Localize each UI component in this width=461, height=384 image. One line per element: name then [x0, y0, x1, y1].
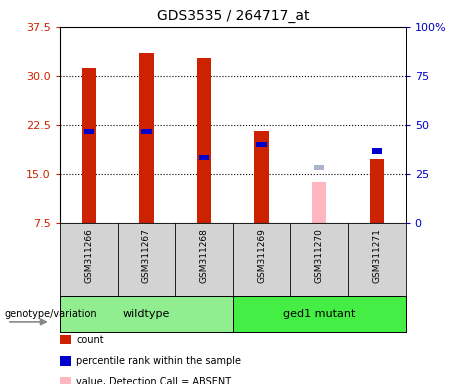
- Text: ged1 mutant: ged1 mutant: [283, 309, 355, 319]
- Text: GSM311270: GSM311270: [315, 228, 324, 283]
- Text: GSM311267: GSM311267: [142, 228, 151, 283]
- Bar: [254, 131, 269, 223]
- Text: GSM311266: GSM311266: [84, 228, 93, 283]
- Bar: [233, 296, 406, 332]
- Bar: [370, 159, 384, 223]
- Bar: [83, 129, 94, 134]
- Text: genotype/variation: genotype/variation: [5, 309, 97, 319]
- Bar: [312, 182, 326, 223]
- Text: percentile rank within the sample: percentile rank within the sample: [76, 356, 241, 366]
- Bar: [197, 58, 211, 223]
- Bar: [314, 165, 325, 170]
- Bar: [199, 155, 209, 160]
- Title: GDS3535 / 264717_at: GDS3535 / 264717_at: [157, 9, 309, 23]
- Text: GSM311269: GSM311269: [257, 228, 266, 283]
- Bar: [372, 148, 382, 154]
- Text: GSM311271: GSM311271: [372, 228, 381, 283]
- Bar: [60, 296, 233, 332]
- Bar: [82, 68, 96, 223]
- Text: value, Detection Call = ABSENT: value, Detection Call = ABSENT: [76, 377, 231, 384]
- Text: GSM311268: GSM311268: [200, 228, 208, 283]
- Text: wildtype: wildtype: [123, 309, 170, 319]
- Bar: [141, 129, 152, 134]
- Text: count: count: [76, 335, 104, 345]
- Bar: [139, 53, 154, 223]
- Bar: [256, 142, 267, 147]
